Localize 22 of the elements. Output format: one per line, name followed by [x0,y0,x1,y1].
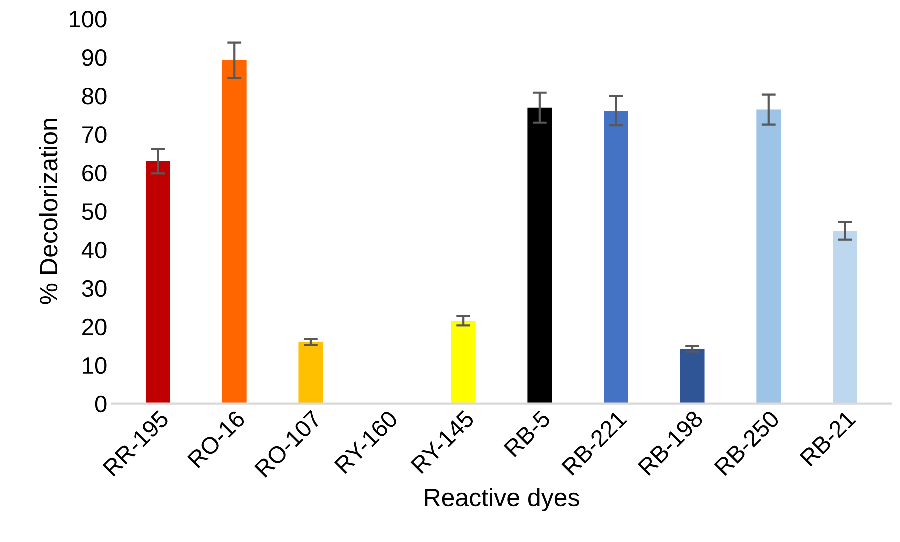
y-axis-title: % Decolorization [39,119,58,304]
y-tick-label: 100 [70,11,107,28]
y-tick-label: 80 [82,88,107,105]
y-tick-label: 20 [82,318,107,336]
x-axis-title: Reactive dyes [425,488,580,512]
bar [832,231,858,404]
y-tick-label: 90 [82,50,107,66]
bar [298,342,324,404]
bar [451,321,476,404]
y-tick-label: 40 [82,242,107,259]
bar [604,110,628,404]
bar [146,161,171,404]
bar [528,108,552,404]
y-tick-label: 70 [82,126,107,144]
y-tick-label: 50 [82,203,107,220]
bar [680,349,705,404]
bar [756,110,782,404]
y-tick-label: 0 [95,396,107,413]
y-tick-label: 30 [82,280,107,298]
bar [222,60,247,404]
y-tick-label: 60 [82,164,107,182]
y-tick-label: 10 [83,357,107,374]
